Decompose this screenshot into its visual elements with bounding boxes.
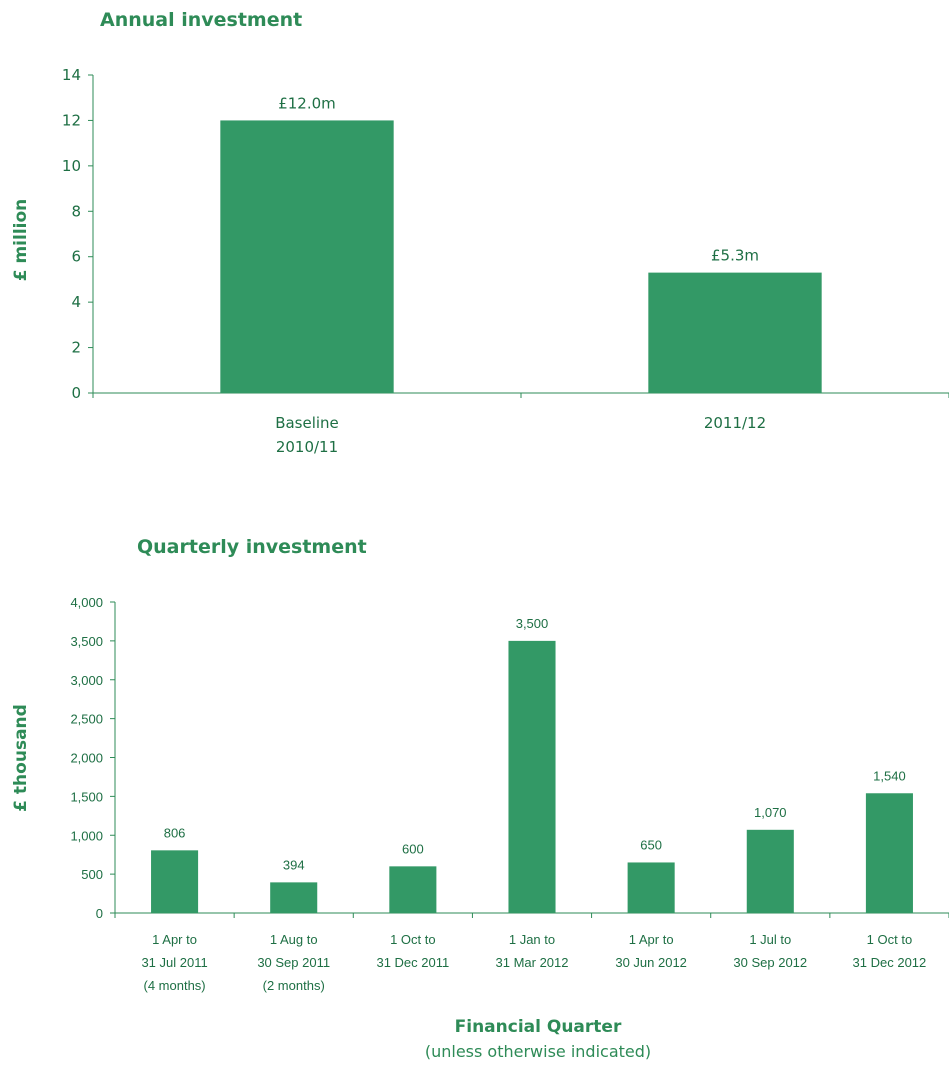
quarterly-category-label: 30 Jun 2012 — [615, 955, 687, 970]
quarterly-y-tick-label: 1,500 — [70, 789, 103, 804]
quarterly-category-label: 1 Oct to — [390, 932, 436, 947]
quarterly-category-label: 31 Dec 2012 — [853, 955, 927, 970]
quarterly-category-label: 31 Jul 2011 — [141, 955, 207, 970]
annual-category-label: 2011/12 — [704, 414, 766, 432]
annual-y-tick-label: 6 — [71, 248, 81, 266]
quarterly-x-axis-label: Financial Quarter — [455, 1017, 622, 1037]
quarterly-y-tick-label: 2,500 — [70, 712, 103, 727]
quarterly-data-label: 394 — [283, 857, 305, 872]
quarterly-y-tick-label: 3,000 — [70, 673, 103, 688]
quarterly-bar — [270, 882, 318, 913]
annual-data-label: £5.3m — [711, 247, 759, 265]
quarterly-y-tick-label: 3,500 — [70, 634, 103, 649]
quarterly-data-label: 1,070 — [754, 805, 787, 820]
quarterly-bar — [151, 850, 199, 913]
quarterly-data-label: 600 — [402, 841, 424, 856]
quarterly-y-tick-label: 500 — [81, 867, 103, 882]
quarterly-category-label: 31 Dec 2011 — [376, 955, 449, 970]
quarterly-bar — [865, 793, 913, 913]
quarterly-y-tick-label: 1,000 — [70, 828, 103, 843]
quarterly-category-label: 1 Jul to — [749, 932, 791, 947]
quarterly-data-label: 806 — [164, 825, 186, 840]
quarterly-bar — [508, 640, 556, 913]
quarterly-category-label: (2 months) — [263, 978, 325, 993]
annual-chart-title: Annual investment — [100, 9, 302, 31]
quarterly-category-label: (4 months) — [144, 978, 206, 993]
quarterly-category-label: 30 Sep 2011 — [257, 955, 330, 970]
quarterly-category-label: 1 Oct to — [867, 932, 913, 947]
quarterly-bar — [627, 862, 675, 913]
quarterly-x-axis-sublabel: (unless otherwise indicated) — [425, 1042, 651, 1061]
annual-category-label: 2010/11 — [276, 438, 338, 456]
quarterly-y-axis-label: £ thousand — [11, 704, 31, 812]
annual-bar — [220, 120, 394, 393]
quarterly-chart-title: Quarterly investment — [137, 536, 367, 558]
quarterly-y-tick-label: 0 — [96, 906, 103, 921]
annual-y-tick-label: 4 — [71, 293, 81, 311]
annual-y-tick-label: 8 — [71, 202, 81, 220]
quarterly-category-label: 1 Aug to — [270, 932, 318, 947]
quarterly-category-label: 1 Apr to — [152, 932, 197, 947]
annual-y-tick-label: 0 — [71, 384, 81, 402]
quarterly-y-tick-label: 4,000 — [70, 595, 103, 610]
quarterly-data-label: 3,500 — [516, 616, 549, 631]
quarterly-data-label: 1,540 — [873, 768, 906, 783]
quarterly-category-label: 30 Sep 2012 — [733, 955, 807, 970]
annual-y-tick-label: 10 — [62, 157, 81, 175]
quarterly-category-label: 1 Jan to — [509, 932, 555, 947]
annual-bar — [648, 272, 822, 393]
annual-y-tick-label: 14 — [62, 66, 81, 84]
quarterly-category-label: 31 Mar 2012 — [496, 955, 569, 970]
annual-y-tick-label: 12 — [62, 111, 81, 129]
annual-y-tick-label: 2 — [71, 339, 81, 357]
annual-y-axis-label: £ million — [11, 199, 31, 282]
annual-category-label: Baseline — [275, 414, 339, 432]
quarterly-data-label: 650 — [640, 837, 662, 852]
quarterly-y-tick-label: 2,000 — [70, 751, 103, 766]
quarterly-category-label: 1 Apr to — [629, 932, 674, 947]
quarterly-bar — [746, 829, 794, 913]
quarterly-bar — [389, 866, 437, 913]
annual-data-label: £12.0m — [278, 94, 336, 112]
